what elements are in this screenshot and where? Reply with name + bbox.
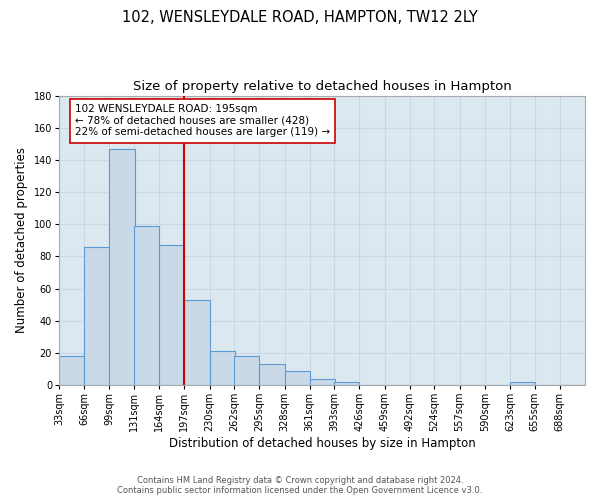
Bar: [284, 370, 310, 385]
Bar: [134, 226, 159, 385]
Bar: [209, 351, 235, 385]
Bar: [59, 356, 84, 385]
Bar: [310, 378, 335, 385]
X-axis label: Distribution of detached houses by size in Hampton: Distribution of detached houses by size …: [169, 437, 475, 450]
Bar: [109, 148, 134, 385]
Bar: [184, 300, 209, 385]
Bar: [334, 382, 359, 385]
Bar: [84, 246, 109, 385]
Bar: [259, 364, 284, 385]
Title: Size of property relative to detached houses in Hampton: Size of property relative to detached ho…: [133, 80, 511, 93]
Bar: [234, 356, 259, 385]
Text: 102 WENSLEYDALE ROAD: 195sqm
← 78% of detached houses are smaller (428)
22% of s: 102 WENSLEYDALE ROAD: 195sqm ← 78% of de…: [75, 104, 330, 138]
Y-axis label: Number of detached properties: Number of detached properties: [15, 148, 28, 334]
Text: Contains HM Land Registry data © Crown copyright and database right 2024.
Contai: Contains HM Land Registry data © Crown c…: [118, 476, 482, 495]
Bar: [159, 245, 184, 385]
Text: 102, WENSLEYDALE ROAD, HAMPTON, TW12 2LY: 102, WENSLEYDALE ROAD, HAMPTON, TW12 2LY: [122, 10, 478, 25]
Bar: [510, 382, 535, 385]
